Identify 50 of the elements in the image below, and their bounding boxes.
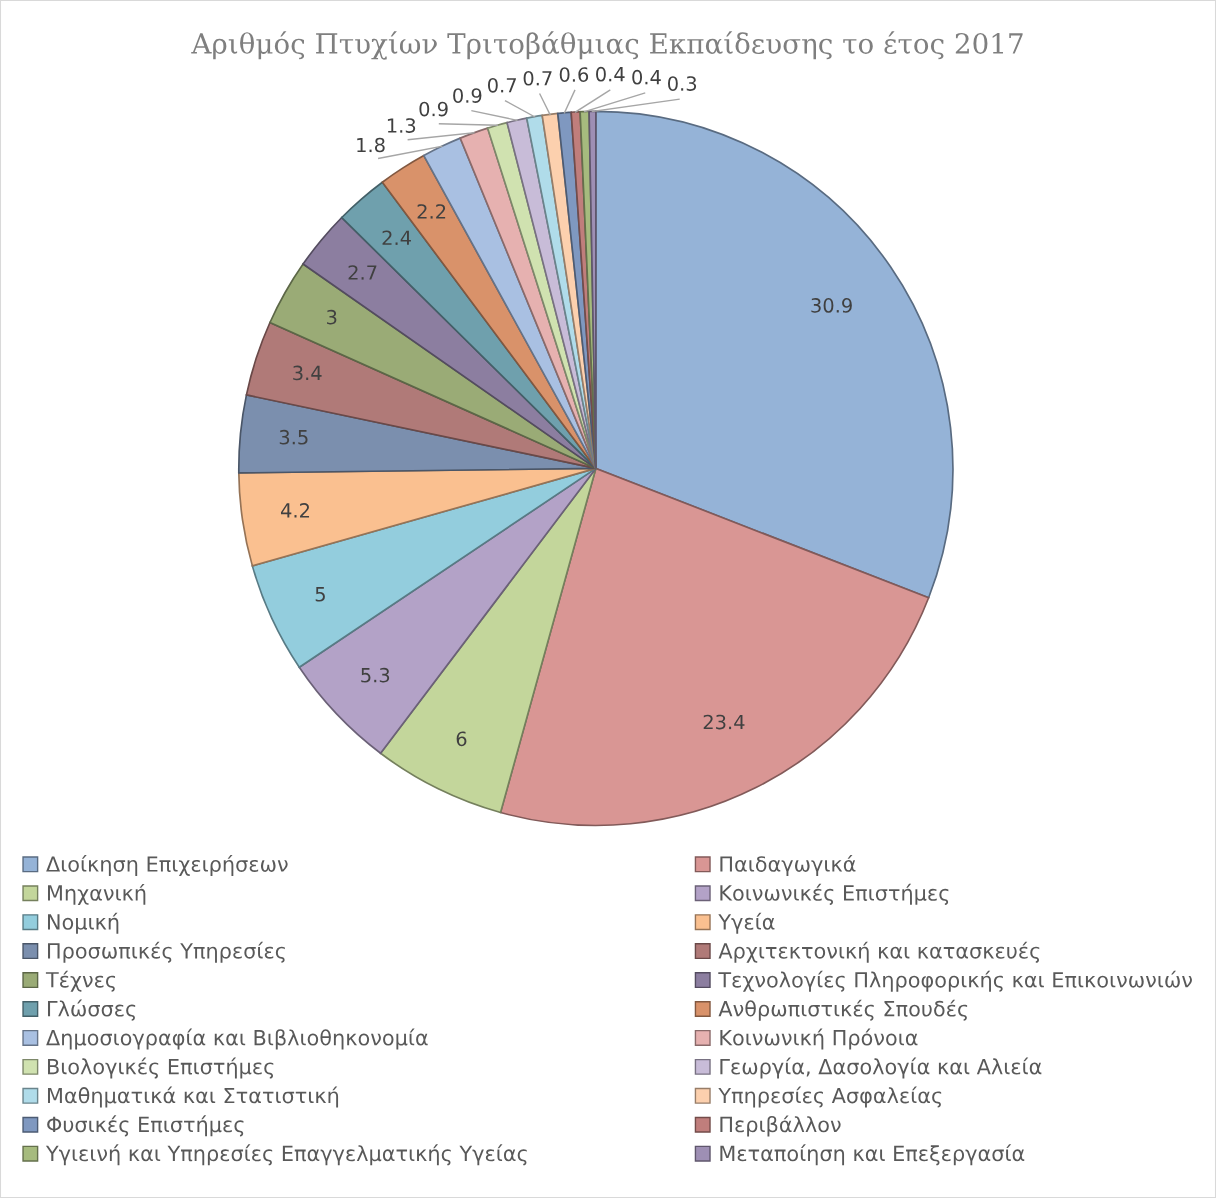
legend-label: Μαθηματικά και Στατιστική: [48, 1086, 339, 1108]
data-label: 6: [456, 731, 467, 747]
pie-slice: [595, 110, 954, 599]
data-label: 0.4: [632, 69, 661, 85]
legend-label: Περιβάλλον: [720, 1115, 841, 1137]
legend-label: Παιδαγωγικά: [720, 854, 856, 876]
chart-title: Αριθμός Πτυχίων Τριτοβάθμιας Εκπαίδευσης το έτος 2017: [191, 31, 1023, 60]
legend-label: Τέχνες: [45, 970, 116, 992]
legend-label: Υγεία: [718, 912, 775, 934]
pie-slice: [237, 467, 597, 567]
legend-label: Υγιεινή και Υπηρεσίες Επαγγελματικής Υγείας: [45, 1144, 527, 1166]
data-label: 5.3: [361, 667, 390, 683]
data-label: 0.9: [453, 88, 482, 103]
data-label: 2.4: [382, 230, 411, 245]
data-label: 2.7: [348, 265, 377, 280]
legend-label: Μεταποίηση και Επεξεργασία: [720, 1144, 1025, 1166]
legend-label: Κοινωνικές Επιστήμες: [720, 883, 949, 905]
pie-slice: [251, 467, 597, 669]
legend-label: Μηχανική: [48, 883, 146, 905]
legend-label: Υπηρεσίες Ασφαλείας: [718, 1086, 942, 1108]
legend-label: Διοίκηση Επιχειρήσεων: [46, 854, 288, 876]
legend-label: Ανθρωπιστικές Σπουδές: [718, 999, 968, 1021]
data-label: 0.6: [559, 67, 589, 82]
legend-label: Κοινωνική Πρόνοια: [720, 1028, 918, 1050]
legend-label: Τεχνολογίες Πληροφορικής και Επικοινωνιών: [718, 970, 1192, 992]
data-label: 0.4: [596, 66, 625, 82]
legend-label: Φυσικές Επιστήμες: [47, 1115, 244, 1137]
data-label: 0.3: [668, 76, 697, 91]
data-label: 4.2: [281, 503, 310, 518]
legend-label: Νομική: [48, 912, 119, 934]
legend-label: Γεωργία, Δασολογία και Αλιεία: [720, 1057, 1042, 1079]
data-label: 3.5: [279, 429, 308, 445]
data-label: 2.2: [417, 204, 446, 219]
data-label: 3.4: [293, 365, 322, 381]
data-label: 0.7: [523, 70, 552, 86]
legend-label: Βιολογικές Επιστήμες: [48, 1057, 274, 1079]
legend-label: Προσωπικές Υπηρεσίες: [48, 941, 285, 963]
data-label: 1.3: [387, 118, 416, 133]
data-label: 23.4: [703, 714, 745, 730]
data-label: 0.9: [419, 101, 448, 117]
legend-label: Δημοσιογραφία και Βιβλιοθηκονομία: [46, 1028, 428, 1050]
data-label: 30.9: [811, 298, 852, 313]
data-label: 1.8: [357, 137, 385, 153]
data-label: 3: [327, 309, 337, 325]
pie-slice: [381, 154, 597, 470]
data-label: 0.7: [487, 77, 516, 93]
data-label: 5: [315, 587, 325, 602]
legend-label: Γλώσσες: [48, 999, 136, 1021]
pie-slice: [499, 467, 930, 827]
legend-label: Αρχιτεκτονική και κατασκευές: [718, 941, 1040, 963]
